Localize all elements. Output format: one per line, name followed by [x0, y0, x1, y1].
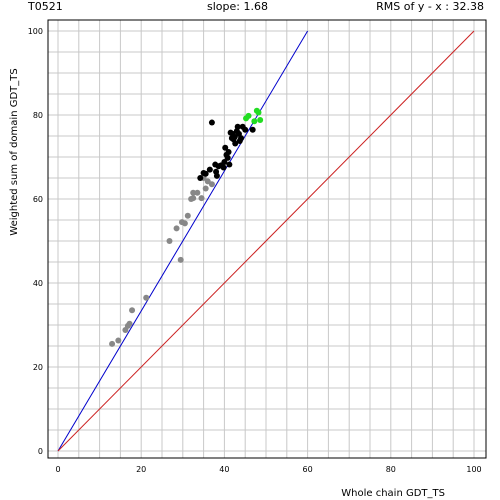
- data-point: [221, 159, 228, 166]
- reference-lines: [57, 30, 475, 452]
- tick-labels: 0 20 40 60 80 100 0 20 40 60 80 100: [28, 27, 482, 474]
- fit-line: [57, 30, 309, 452]
- x-axis-label: Whole chain GDT_TS: [341, 488, 445, 499]
- data-point: [198, 195, 205, 202]
- y-axis-label: Weighted sum of domain GDT_TS: [9, 68, 20, 235]
- data-point: [197, 175, 204, 181]
- data-point: [206, 166, 213, 173]
- data-point: [208, 119, 215, 126]
- data-point: [251, 118, 258, 125]
- data-point: [109, 340, 116, 347]
- y-tick-label: 100: [28, 27, 43, 36]
- x-tick-label: 60: [303, 465, 313, 474]
- x-tick-label: 40: [219, 465, 229, 474]
- data-point: [208, 181, 215, 188]
- data-point: [204, 178, 211, 185]
- data-point: [177, 256, 184, 263]
- y-tick-label: 20: [33, 363, 43, 372]
- diagonal-line: [57, 30, 475, 452]
- data-point: [126, 320, 133, 327]
- data-point: [234, 123, 241, 130]
- x-tick-label: 100: [466, 465, 481, 474]
- data-point: [245, 112, 252, 119]
- data-point: [223, 151, 230, 158]
- data-point: [181, 220, 188, 227]
- data-point: [226, 161, 233, 168]
- plot-frame: [47, 19, 487, 459]
- data-point: [255, 109, 262, 116]
- data-points: [109, 107, 264, 347]
- y-tick-label: 40: [33, 279, 43, 288]
- data-point: [231, 133, 238, 140]
- data-point: [190, 195, 197, 202]
- data-point: [143, 294, 150, 301]
- data-point: [184, 212, 191, 219]
- grid-lines: [48, 20, 486, 458]
- data-point: [202, 170, 209, 177]
- data-point: [236, 138, 243, 145]
- data-point: [232, 140, 239, 147]
- y-tick-label: 60: [33, 195, 43, 204]
- x-tick-label: 0: [55, 465, 60, 474]
- data-point: [190, 189, 197, 196]
- y-tick-label: 0: [38, 447, 43, 456]
- data-point: [173, 225, 180, 232]
- data-point: [166, 238, 173, 244]
- data-point: [220, 164, 227, 171]
- rms-label: RMS of y - x : 32.38: [376, 0, 484, 13]
- data-point: [202, 185, 209, 192]
- y-tick-label: 80: [33, 111, 43, 120]
- data-point: [227, 129, 234, 136]
- data-point: [194, 189, 201, 196]
- x-tick-label: 80: [386, 465, 396, 474]
- data-point: [242, 126, 249, 133]
- data-point: [213, 168, 220, 175]
- slope-label: slope: 1.68: [207, 0, 268, 13]
- data-point: [222, 144, 229, 151]
- x-tick-label: 20: [136, 465, 146, 474]
- target-id-label: T0521: [28, 0, 63, 13]
- data-point: [115, 337, 122, 344]
- data-point: [257, 117, 264, 124]
- data-point: [129, 307, 136, 314]
- data-point: [249, 126, 256, 133]
